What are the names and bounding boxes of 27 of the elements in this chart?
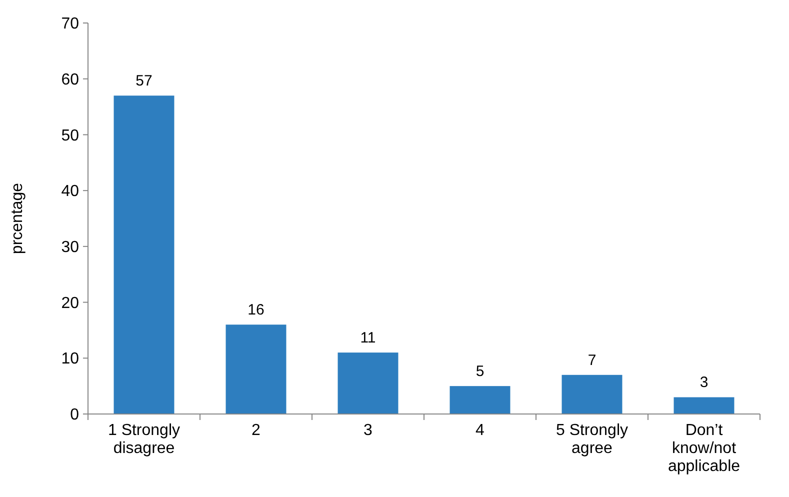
y-tick-label: 10 [61,350,80,368]
x-tick-label: 3 [364,422,373,439]
x-tick-label: Don’t know/not applicable [668,422,740,475]
bar [114,96,174,414]
bar [338,352,398,414]
data-label: 11 [360,330,376,347]
y-tick-label: 0 [70,406,80,424]
y-tick-label: 30 [61,239,80,256]
bar [562,374,622,414]
x-tick-label: 5 Strongly agree [556,422,628,457]
y-tick-label: 20 [61,294,80,312]
bar [226,324,286,414]
data-label: 7 [588,352,596,369]
y-tick-label: 50 [61,127,80,144]
y-tick-label: 40 [61,183,80,200]
data-label: 57 [136,72,152,90]
x-tick-label: 2 [252,422,261,439]
y-tick-label: 70 [61,16,80,33]
y-tick-label: 60 [61,71,80,88]
x-tick-label: 4 [476,422,485,439]
bar [674,397,734,414]
y-axis-title: prcentage [9,182,26,254]
data-label: 3 [700,374,708,392]
x-tick-label: 1 Strongly disagree [108,422,180,457]
bar [450,386,510,414]
data-label: 16 [248,302,264,319]
data-label: 5 [476,363,484,380]
